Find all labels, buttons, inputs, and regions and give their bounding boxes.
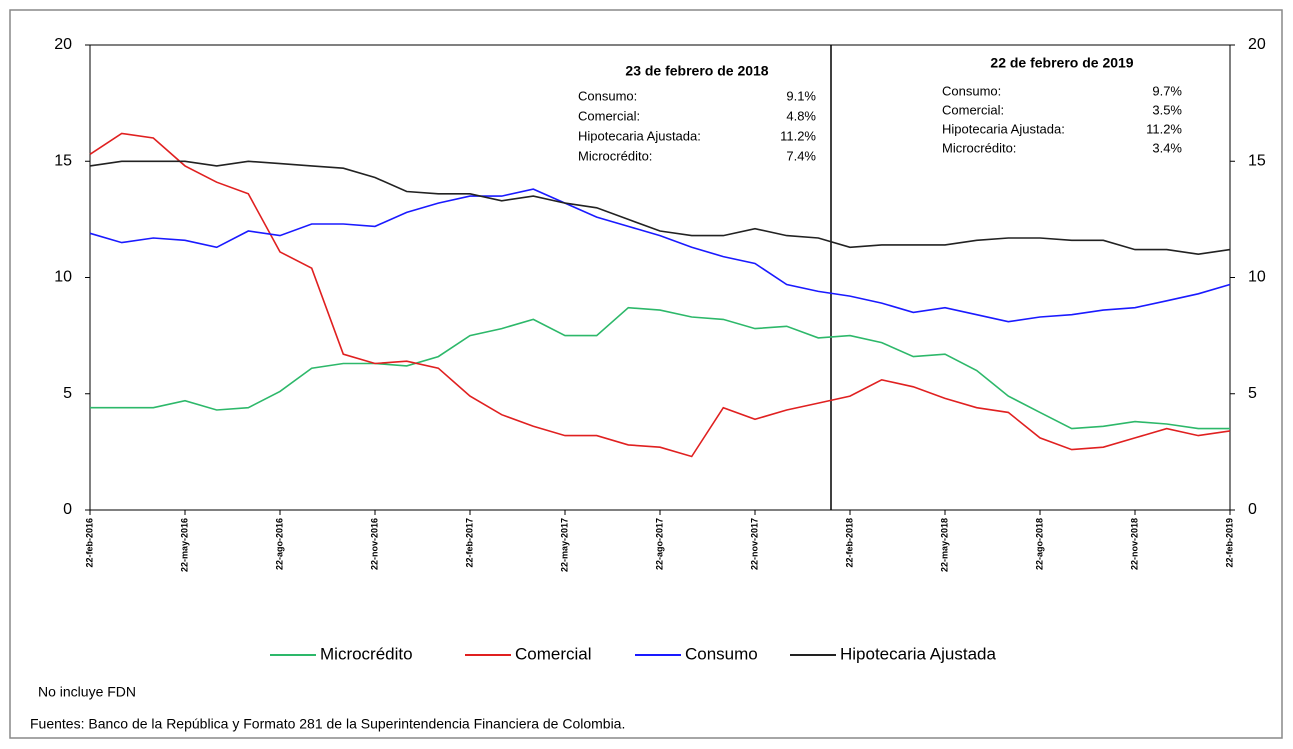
y2-tick-label: 15 — [1248, 152, 1266, 169]
y2-tick-label: 20 — [1248, 36, 1266, 53]
y-tick-label: 15 — [54, 152, 72, 169]
legend-label: Comercial — [515, 644, 592, 663]
note: No incluye FDN — [38, 684, 136, 700]
series-line — [89, 132, 1231, 458]
annotation-box — [574, 55, 820, 173]
annotation-value: 9.1% — [786, 88, 816, 103]
annotation-label: Hipotecaria Ajustada: — [578, 128, 701, 143]
legend-label: Microcrédito — [320, 644, 413, 663]
annotation-value: 11.2% — [1146, 121, 1182, 136]
annotation-label: Comercial: — [942, 102, 1004, 117]
x-tick-label: 22-may-2018 — [939, 518, 949, 572]
y-tick-label: 5 — [63, 385, 72, 402]
annotation-value: 7.4% — [786, 148, 816, 163]
annotation-value: 9.7% — [1152, 83, 1182, 98]
annotation-value: 3.5% — [1152, 102, 1182, 117]
annotation-value: 4.8% — [786, 108, 816, 123]
legend-label: Consumo — [685, 644, 758, 663]
annotation-value: 11.2% — [780, 128, 816, 143]
annotation-label: Consumo: — [942, 83, 1001, 98]
series-line — [90, 306, 1230, 430]
annotation-label: Microcrédito: — [942, 140, 1016, 155]
series-line — [89, 160, 1231, 256]
y2-tick-label: 5 — [1248, 385, 1257, 402]
note: Fuentes: Banco de la República y Formato… — [30, 716, 625, 732]
x-tick-label: 22-nov-2016 — [369, 518, 379, 570]
annotation-title: 22 de febrero de 2019 — [990, 55, 1133, 71]
x-tick-label: 22-ago-2016 — [274, 518, 284, 570]
x-tick-label: 22-may-2016 — [179, 518, 189, 572]
annotation-label: Consumo: — [578, 88, 637, 103]
y2-tick-label: 10 — [1248, 269, 1266, 286]
y-tick-label: 10 — [54, 269, 72, 286]
annotation-label: Microcrédito: — [578, 148, 652, 163]
y-tick-label: 0 — [63, 501, 72, 518]
series-line — [89, 188, 1231, 323]
x-tick-label: 22-feb-2016 — [84, 518, 94, 568]
x-tick-label: 22-ago-2018 — [1034, 518, 1044, 570]
x-tick-label: 22-may-2017 — [559, 518, 569, 572]
annotation-label: Hipotecaria Ajustada: — [942, 121, 1065, 136]
x-tick-label: 22-nov-2018 — [1129, 518, 1139, 570]
x-tick-label: 22-feb-2017 — [464, 518, 474, 568]
annotation-title: 23 de febrero de 2018 — [625, 63, 768, 79]
x-tick-label: 22-feb-2018 — [844, 518, 854, 568]
annotation-box — [938, 55, 1186, 173]
x-tick-label: 22-nov-2017 — [749, 518, 759, 570]
legend-label: Hipotecaria Ajustada — [840, 644, 996, 663]
x-tick-label: 22-ago-2017 — [654, 518, 664, 570]
x-tick-label: 22-feb-2019 — [1224, 518, 1234, 568]
y-tick-label: 20 — [54, 36, 72, 53]
y2-tick-label: 0 — [1248, 501, 1257, 518]
annotation-label: Comercial: — [578, 108, 640, 123]
annotation-value: 3.4% — [1152, 140, 1182, 155]
